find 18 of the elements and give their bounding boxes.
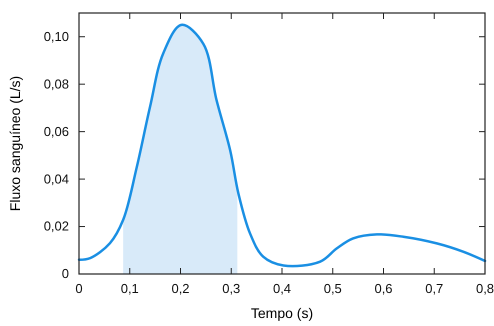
x-tick-label: 0,3 bbox=[222, 281, 240, 296]
y-tick-label: 0,10 bbox=[44, 28, 69, 44]
y-tick-label: 0,08 bbox=[44, 76, 69, 92]
x-tick-label: 0,2 bbox=[171, 281, 190, 296]
x-tick-label: 0,4 bbox=[272, 281, 292, 296]
x-tick-label: 0,5 bbox=[324, 281, 342, 296]
y-tick-label: 0,04 bbox=[44, 171, 69, 186]
y-tick-label: 0,06 bbox=[44, 124, 69, 139]
y-tick-label: 0 bbox=[62, 266, 69, 282]
x-tick-label: 0,7 bbox=[425, 281, 444, 296]
line-series bbox=[78, 24, 486, 268]
x-tick-label: 0,8 bbox=[476, 281, 494, 296]
x-tick-label: 0 bbox=[75, 281, 83, 296]
x-tick-label: 0,1 bbox=[120, 281, 139, 296]
x-tick-label: 0,6 bbox=[374, 281, 393, 296]
y-tick-label: 0,02 bbox=[44, 218, 69, 234]
y-axis-title: Fluxo sanguíneo (L/s) bbox=[7, 76, 23, 212]
x-axis-title: Tempo (s) bbox=[250, 305, 314, 321]
